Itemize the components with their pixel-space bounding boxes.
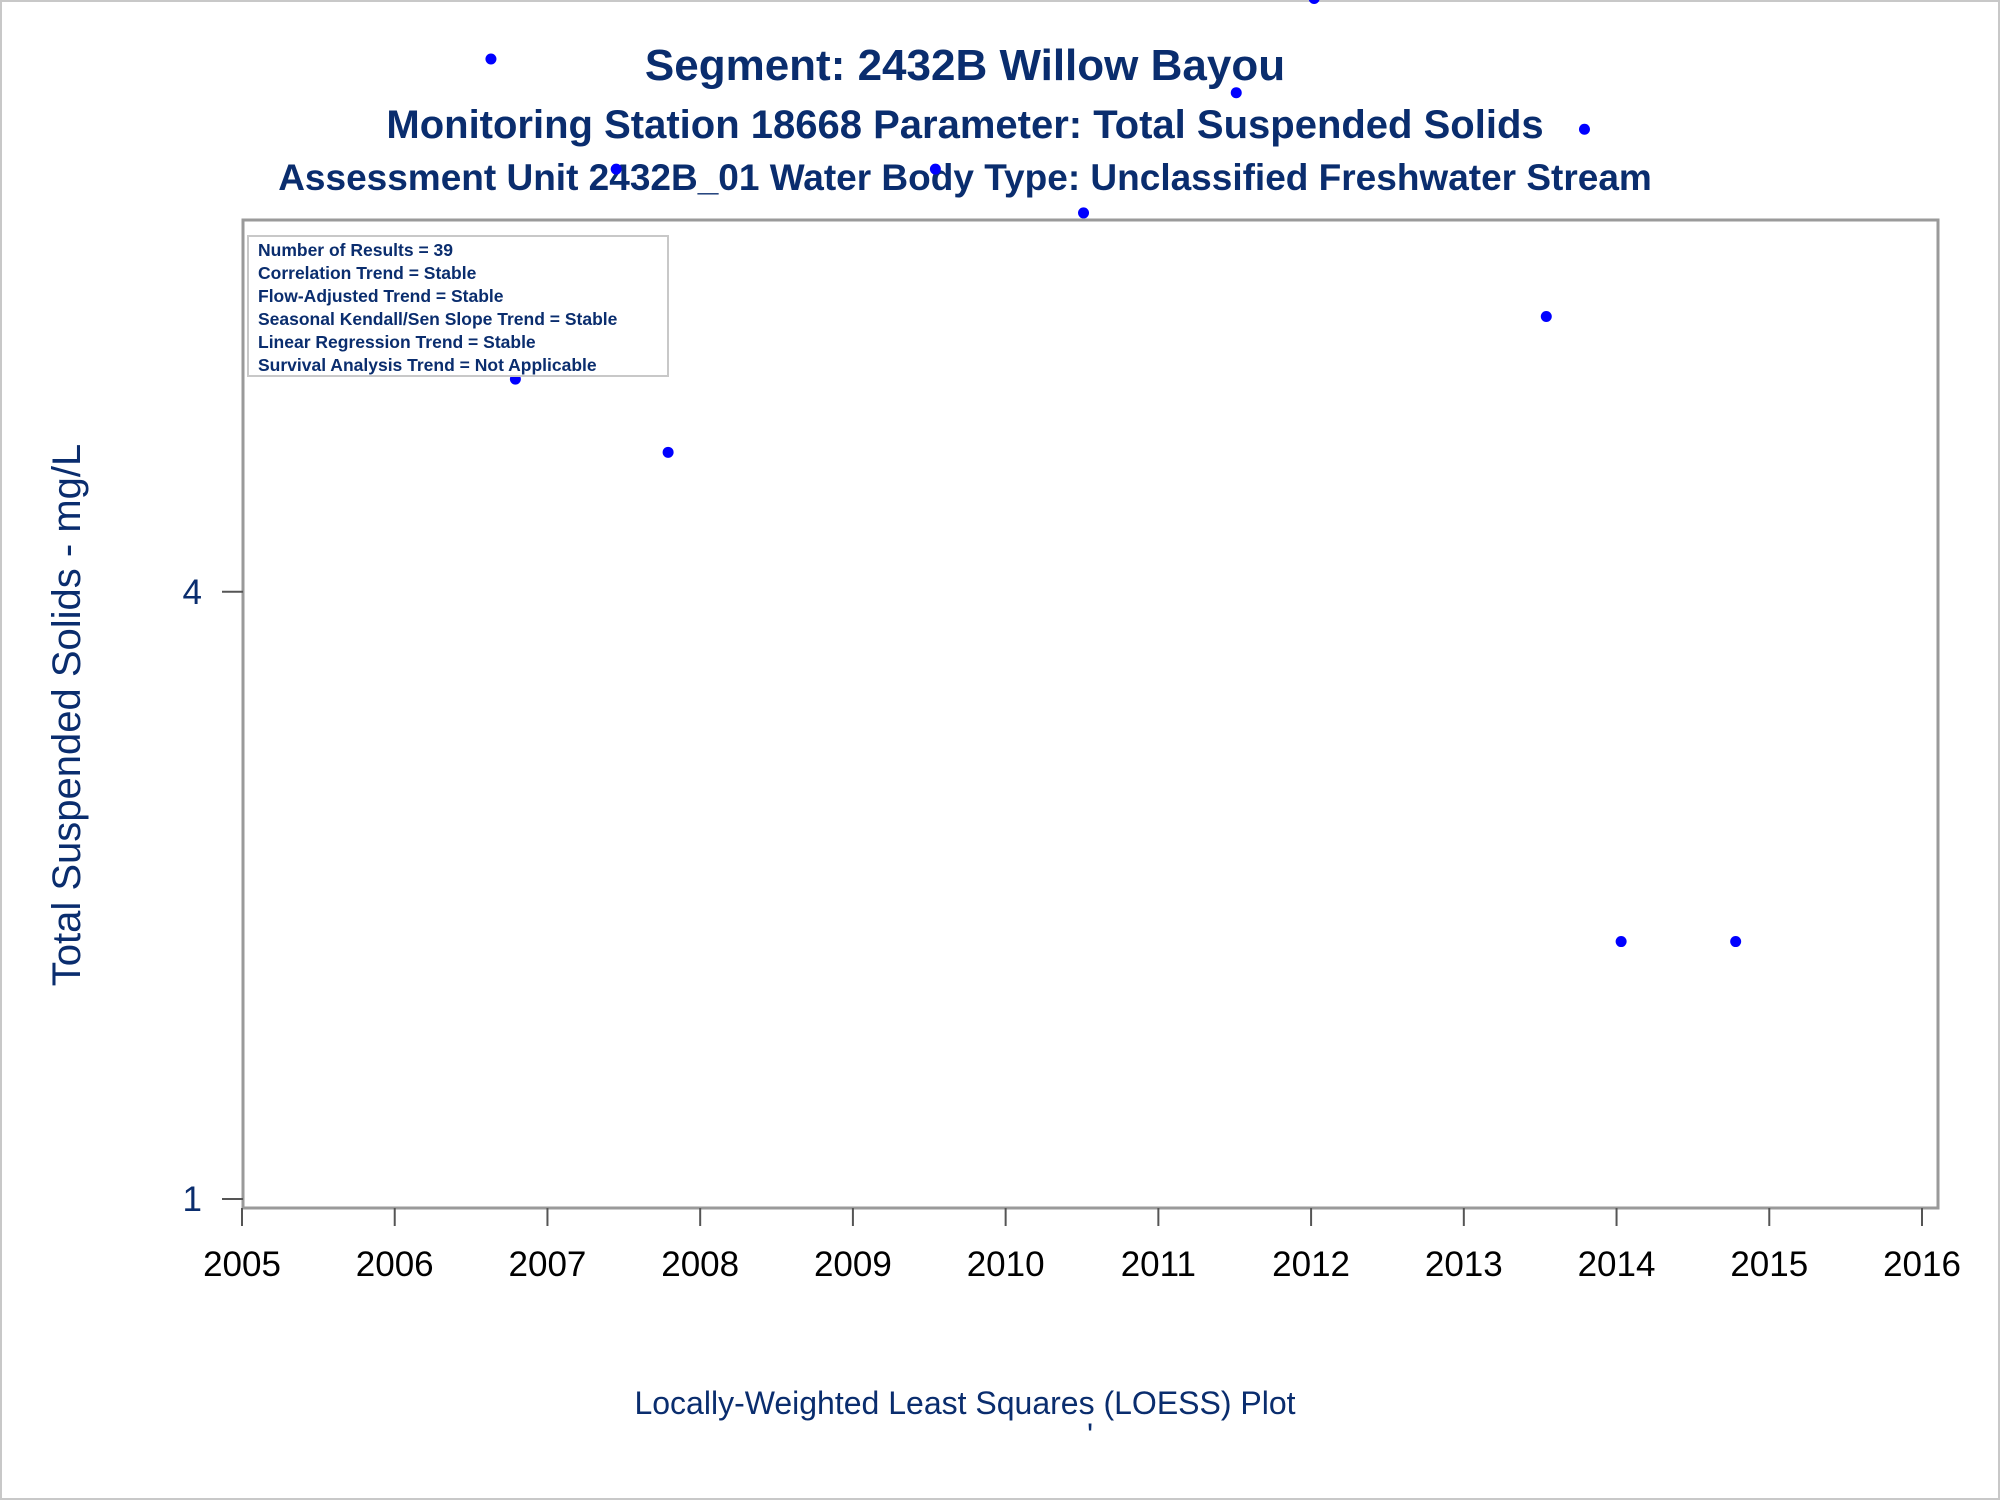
trend-legend-line: Linear Regression Trend = Stable <box>258 332 536 352</box>
data-point <box>485 53 497 65</box>
x-tick-label: 2012 <box>1272 1245 1350 1284</box>
data-point <box>1578 123 1590 135</box>
footnote-mark: ' <box>1087 1417 1093 1453</box>
x-tick-label: 2013 <box>1425 1245 1503 1284</box>
chart-subtitle: Monitoring Station 18668 Parameter: Tota… <box>386 103 1543 147</box>
data-point <box>929 163 941 175</box>
plot-area <box>241 218 1940 1210</box>
data-point <box>1078 207 1090 219</box>
x-tick-label: 2011 <box>1121 1245 1196 1284</box>
trend-legend-box: Number of Results = 39 Correlation Trend … <box>247 235 669 377</box>
y-tick-label: 1 <box>183 1180 202 1219</box>
x-tick-label: 2006 <box>356 1245 434 1284</box>
x-tick-label: 2010 <box>967 1245 1045 1284</box>
x-tick-label: 2009 <box>814 1245 892 1284</box>
x-tick-label: 2007 <box>509 1245 587 1284</box>
x-tick-label: 2016 <box>1883 1245 1961 1284</box>
data-point <box>610 163 622 175</box>
x-tick-label: 2014 <box>1578 1245 1656 1284</box>
x-tick-label: 2005 <box>203 1245 281 1284</box>
y-axis-label: Total Suspended Solids - mg/L <box>45 444 89 987</box>
data-point <box>662 446 674 458</box>
x-axis: 2005 2006 2007 2008 2009 2010 2011 2012 2013 2014… <box>203 1208 1961 1284</box>
data-point <box>1230 87 1242 99</box>
data-point <box>1308 0 1320 5</box>
x-tick-label: 2015 <box>1730 1245 1808 1284</box>
data-point <box>1730 936 1742 948</box>
data-point <box>1615 936 1627 948</box>
y-axis: 1420406080120 <box>183 573 243 1219</box>
trend-legend-line: Survival Analysis Trend = Not Applicable <box>258 355 597 375</box>
x-tick-label: 2008 <box>661 1245 739 1284</box>
y-tick-label: 4 <box>183 573 202 612</box>
trend-legend-line: Number of Results = 39 <box>258 240 453 260</box>
trend-legend-lines: Number of Results = 39 Correlation Trend … <box>258 240 618 375</box>
chart-title: Segment: 2432B Willow Bayou <box>645 41 1285 90</box>
trend-legend-border <box>247 235 669 377</box>
trend-legend-line: Correlation Trend = Stable <box>258 263 477 283</box>
trend-legend-line: Seasonal Kendall/Sen Slope Trend = Stabl… <box>258 309 618 329</box>
data-point <box>1540 310 1552 322</box>
trend-legend-line: Flow-Adjusted Trend = Stable <box>258 286 504 306</box>
chart-subtitle-2: Assessment Unit 2432B_01 Water Body Type… <box>278 157 1652 198</box>
chart-footnote: Locally-Weighted Least Squares (LOESS) P… <box>634 1385 1295 1421</box>
